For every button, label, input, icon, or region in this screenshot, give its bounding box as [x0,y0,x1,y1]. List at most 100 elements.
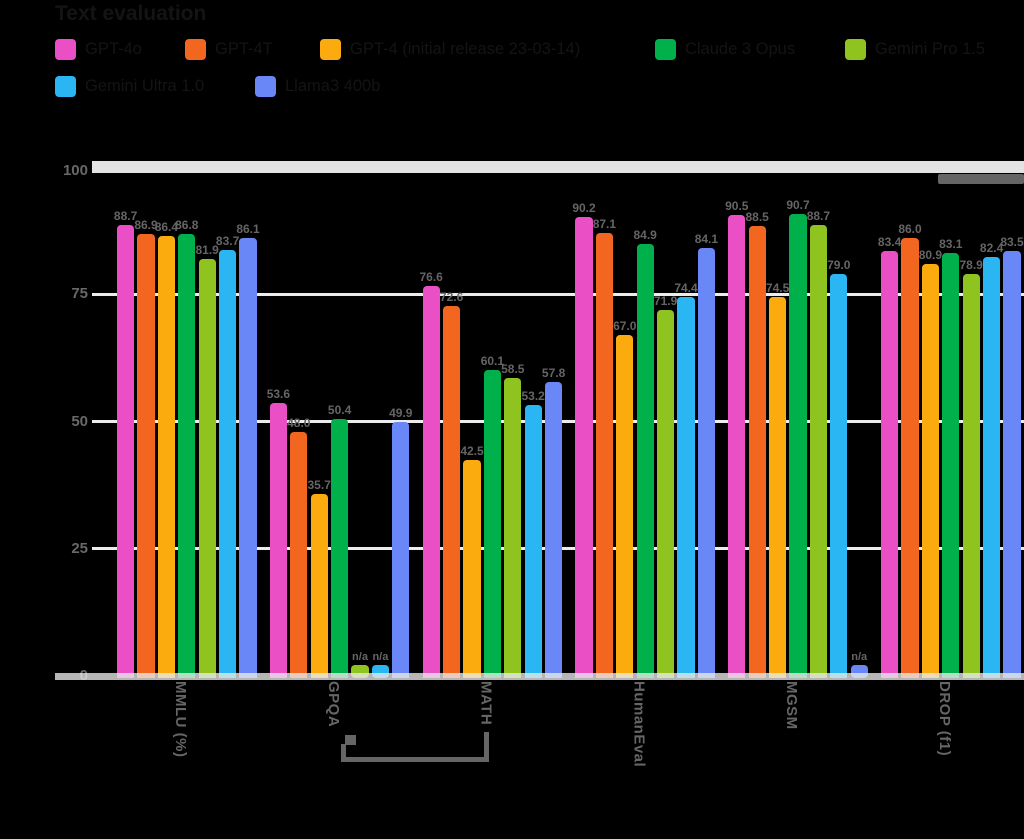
bar-value-label: 42.5 [460,443,484,458]
legend-label: Llama3 400b [285,76,381,95]
bracket-right-arm [484,732,489,760]
bar [901,238,919,678]
bar [983,256,1001,678]
x-axis-label: MATH [477,681,495,726]
bar [392,422,410,678]
footnote-marker [345,735,356,745]
bar [117,224,135,678]
bar-value-label: 87.1 [592,216,617,231]
bracket-horizontal [341,757,489,762]
legend-label: GPT-4o [85,39,142,58]
gridline [92,292,1024,296]
bar-value-label: 90.5 [725,199,749,214]
bar-value-label: 84.1 [694,231,719,246]
bar-value-label: 80.9 [918,248,943,263]
bar [219,249,237,678]
bar-value-label: 76.6 [419,270,443,285]
bar-value-label: 71.9 [653,294,678,309]
legend-swatch-icon [320,38,341,60]
chart-title: Text evaluation [55,2,207,25]
bar [483,370,501,678]
bar [942,253,960,678]
bar [881,251,899,678]
legend-swatch-icon [55,38,76,60]
bar-value-label: 72.6 [439,290,464,305]
legend-item: Gemini Pro 1.5 [845,38,985,60]
bar [504,378,522,678]
bar-value-label: 60.1 [480,354,505,369]
bar [178,234,196,678]
x-axis-label: MMLU (%) [172,681,189,758]
bar [239,237,257,678]
bar [697,247,715,678]
legend-label: Gemini Pro 1.5 [875,39,986,58]
bar [809,224,827,678]
bar [728,215,746,678]
x-axis-label: DROP (f1) [936,681,953,757]
bar [422,286,440,678]
bar-value-label: 83.4 [877,235,902,250]
bar-value-label: 57.8 [541,365,566,380]
bar-value-label: 90.7 [786,198,810,213]
bar [595,232,613,678]
bar-value-label: 74.5 [765,280,790,295]
bar-value-label: 78.9 [959,258,983,273]
legend-label: GPT-4 (initial release 23-03-14) [350,39,581,58]
legend-item: Gemini Ultra 1.0 [55,75,204,97]
bar-value-label: 83.1 [939,237,963,252]
bar [616,334,634,678]
bar-value-label: 81.9 [195,243,219,258]
bar-value-label: 48.0 [287,415,311,430]
bar [290,431,308,678]
bar-value-label: n/a [372,651,389,663]
bar-value-label: 86.0 [898,222,922,237]
bar-value-label: 53.2 [521,389,545,404]
bar-value-label: 79.0 [827,257,851,272]
legend-swatch-icon [255,75,276,97]
bar-value-label: n/a [851,651,868,663]
bar [463,459,481,678]
bar-value-label: 90.2 [572,200,596,215]
y-axis-tick-label: 50 [71,412,88,430]
bar-value-label: 88.7 [113,208,138,223]
bar [769,296,787,678]
bar [524,405,542,678]
bracket-left-arm [341,744,346,760]
legend-swatch-icon [185,38,206,60]
legend-swatch-icon [845,38,866,60]
bar [137,233,155,678]
legend-item: GPT-4o [55,38,142,60]
bar [921,264,939,678]
legend-label: Gemini Ultra 1.0 [85,76,205,95]
bar [575,216,593,678]
bar-value-label: 83.5 [1000,234,1024,249]
legend-item: Claude 3 Opus [655,38,795,60]
bar [1003,250,1021,678]
legend-item: GPT-4T [185,38,273,60]
bar [545,381,563,678]
bar-value-label: 35.7 [307,478,331,493]
bar-value-label: 58.5 [501,362,525,377]
bar-value-label: 86.9 [134,217,158,232]
bar-value-label: 84.9 [633,227,657,242]
y-axis-tick-label: 25 [71,539,88,557]
bar-value-label: 82.4 [979,240,1004,255]
bar-value-label: 86.4 [154,220,179,235]
bar [657,310,675,678]
bar-value-label: 88.5 [745,209,769,224]
bar [636,243,654,678]
bar [331,419,349,678]
legend-label: Claude 3 Opus [685,39,796,58]
legend-label: GPT-4T [215,39,273,58]
bar [157,236,175,678]
bar-value-label: 50.4 [327,403,352,418]
gridline-100 [92,161,1024,173]
legend-swatch-icon [655,38,676,60]
x-axis-line [55,673,1024,680]
legend-item: GPT-4 (initial release 23-03-14) [320,38,580,60]
bar-value-label: 83.7 [215,233,240,248]
legend-swatch-icon [55,75,76,97]
bar-value-label: 53.6 [266,387,291,402]
x-axis-label: HumanEval [630,681,648,768]
